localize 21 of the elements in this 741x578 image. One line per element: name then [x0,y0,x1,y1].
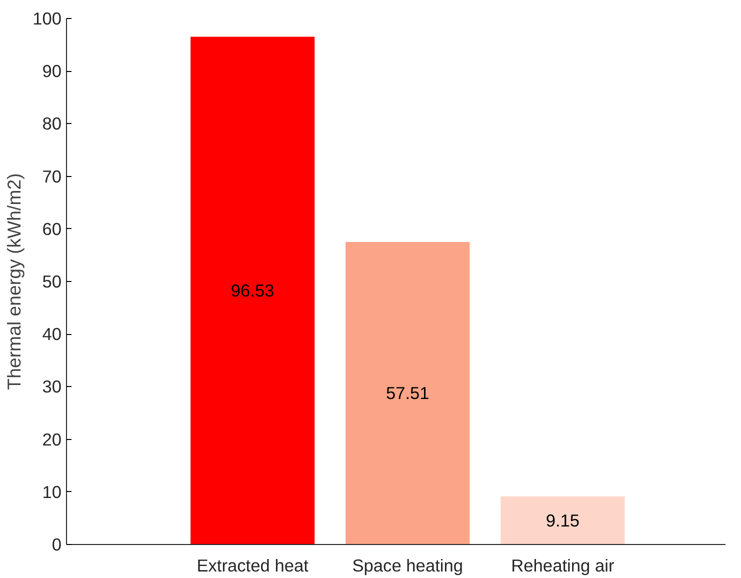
y-tick-label: 20 [42,429,62,450]
bar [346,242,470,544]
data-label: 9.15 [546,510,580,530]
data-label: 96.53 [230,280,274,301]
y-tick-label: 30 [42,376,62,397]
y-axis-title: Thermal energy (kWh/m2) [4,173,25,390]
y-tick-label: 60 [42,218,62,239]
y-tick-label: 50 [42,272,62,292]
y-tick-label: 70 [42,166,62,186]
y-tick-label: 100 [32,8,62,28]
y-tick-label: 10 [42,482,62,502]
bar [190,36,315,544]
bar [500,496,625,544]
x-tick-label: Extracted heat [196,556,309,576]
x-tick-label: Reheating air [511,556,614,576]
y-tick-label: 90 [42,61,62,82]
data-label: 57.51 [386,383,430,404]
y-tick-label: 0 [52,534,62,554]
x-tick-label: Space heating [352,556,464,576]
y-tick-label: 80 [42,114,62,134]
y-tick-label: 40 [42,324,62,344]
